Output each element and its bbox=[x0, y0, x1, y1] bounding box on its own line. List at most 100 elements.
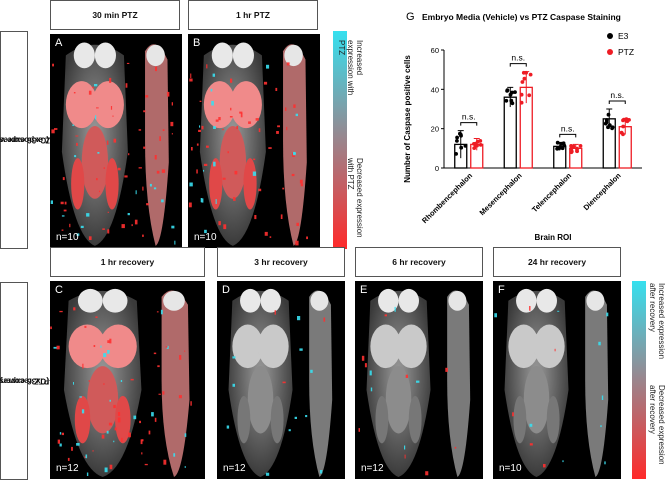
data-point-e3 bbox=[558, 145, 563, 150]
expression-speckle bbox=[293, 151, 296, 156]
significance-label: n.s. bbox=[511, 53, 525, 63]
panel-letter: D bbox=[222, 284, 230, 296]
expression-speckle bbox=[232, 383, 235, 387]
expression-speckle bbox=[404, 445, 406, 450]
expression-speckle bbox=[404, 454, 406, 459]
brain-lateral-forebrain bbox=[310, 290, 329, 311]
expression-speckle bbox=[204, 229, 207, 234]
data-point-ptz bbox=[528, 72, 533, 77]
expression-speckle bbox=[258, 188, 262, 192]
expression-speckle bbox=[96, 107, 99, 109]
expression-speckle bbox=[369, 370, 372, 376]
expression-speckle bbox=[117, 167, 121, 171]
bottom-colorbar-bottom-label: Decreased expression after recovery bbox=[648, 385, 666, 465]
data-point-e3 bbox=[607, 123, 612, 128]
data-point-e3 bbox=[513, 90, 517, 94]
panel-letter: B bbox=[193, 37, 201, 49]
expression-speckle bbox=[62, 177, 65, 181]
expression-speckle bbox=[103, 383, 105, 385]
data-point-ptz bbox=[519, 100, 524, 105]
top-row-side-label: PTZ exposure vs. media(Cx36 expression) bbox=[0, 31, 60, 249]
expression-speckle bbox=[75, 135, 79, 137]
brain-forebrain-right bbox=[94, 42, 116, 69]
expression-speckle bbox=[170, 121, 174, 127]
expression-speckle bbox=[222, 128, 224, 131]
expression-speckle bbox=[165, 346, 168, 348]
brain-forebrain-left bbox=[211, 42, 233, 69]
expression-speckle bbox=[601, 395, 604, 400]
expression-speckle bbox=[74, 155, 77, 158]
y-tick-label: 20 bbox=[431, 125, 439, 134]
chart-x-label: Brain ROI bbox=[535, 233, 572, 242]
expression-speckle bbox=[57, 439, 60, 444]
expression-speckle bbox=[113, 404, 116, 409]
expression-speckle bbox=[248, 121, 251, 124]
brain-hindbrain-right bbox=[243, 158, 257, 210]
expression-speckle bbox=[370, 387, 373, 392]
expression-speckle bbox=[268, 147, 272, 149]
top-colorbar-bottom-label: Decreased expression with PTZ bbox=[346, 158, 364, 238]
expression-speckle bbox=[73, 307, 76, 311]
expression-speckle bbox=[88, 90, 92, 95]
expression-speckle bbox=[64, 201, 67, 205]
expression-speckle bbox=[226, 425, 230, 429]
significance-bracket bbox=[509, 63, 527, 67]
expression-speckle bbox=[223, 224, 227, 230]
data-point-ptz bbox=[522, 76, 527, 81]
data-point-e3 bbox=[505, 88, 510, 93]
top-row-side-label-line2: (Cx36 expression) bbox=[0, 135, 49, 145]
expression-speckle bbox=[305, 415, 308, 418]
header-6hr-recovery: 6 hr recovery bbox=[355, 247, 483, 277]
expression-speckle bbox=[56, 345, 60, 350]
expression-speckle bbox=[139, 420, 141, 424]
brain-forebrain-right bbox=[398, 288, 419, 313]
brain-image bbox=[50, 288, 192, 478]
brain-hindbrain-right bbox=[408, 395, 422, 444]
brain-tectum-right bbox=[92, 81, 124, 129]
expression-speckle bbox=[299, 179, 303, 184]
data-point-e3 bbox=[509, 98, 514, 103]
expression-speckle bbox=[128, 432, 131, 438]
brain-hindbrain bbox=[219, 126, 247, 199]
expression-speckle bbox=[291, 173, 295, 177]
expression-speckle bbox=[113, 138, 117, 143]
expression-speckle bbox=[454, 446, 457, 449]
data-point-ptz bbox=[521, 70, 526, 75]
expression-speckle bbox=[121, 437, 123, 442]
expression-speckle bbox=[188, 202, 192, 208]
expression-speckle bbox=[196, 143, 199, 146]
expression-speckle bbox=[230, 78, 233, 83]
expression-speckle bbox=[171, 133, 173, 135]
expression-speckle bbox=[201, 125, 204, 130]
expression-speckle bbox=[600, 425, 602, 428]
expression-speckle bbox=[255, 118, 259, 121]
data-point-e3 bbox=[454, 152, 458, 156]
expression-speckle bbox=[145, 95, 149, 98]
expression-speckle bbox=[296, 222, 299, 226]
expression-speckle bbox=[282, 187, 285, 190]
data-point-e3 bbox=[603, 121, 608, 126]
legend-label-e3: E3 bbox=[618, 31, 629, 41]
expression-speckle bbox=[230, 107, 232, 111]
expression-speckle bbox=[258, 128, 261, 133]
data-point-e3 bbox=[606, 112, 611, 117]
expression-speckle bbox=[191, 147, 193, 151]
expression-speckle bbox=[106, 140, 109, 145]
expression-speckle bbox=[131, 224, 133, 227]
expression-speckle bbox=[106, 430, 109, 434]
expression-speckle bbox=[109, 399, 111, 402]
expression-speckle bbox=[199, 100, 202, 102]
x-tick-label: Telencephalon bbox=[530, 171, 573, 214]
expression-speckle bbox=[300, 183, 304, 187]
brain-tectum-left bbox=[232, 324, 264, 369]
brain-tectum-right bbox=[230, 81, 262, 129]
expression-speckle bbox=[107, 229, 110, 234]
brain-hindbrain bbox=[523, 366, 550, 434]
data-point-e3 bbox=[610, 126, 614, 131]
expression-speckle bbox=[103, 167, 105, 169]
expression-speckle bbox=[76, 443, 80, 446]
expression-speckle bbox=[159, 136, 161, 141]
significance-label: n.s. bbox=[610, 90, 624, 100]
expression-speckle bbox=[154, 155, 157, 160]
